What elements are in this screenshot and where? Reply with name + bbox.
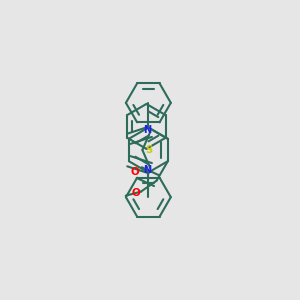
Text: N: N	[144, 165, 152, 175]
Text: S: S	[145, 145, 152, 155]
Text: O: O	[132, 188, 141, 198]
Text: O: O	[131, 167, 140, 177]
Text: N: N	[144, 125, 152, 135]
